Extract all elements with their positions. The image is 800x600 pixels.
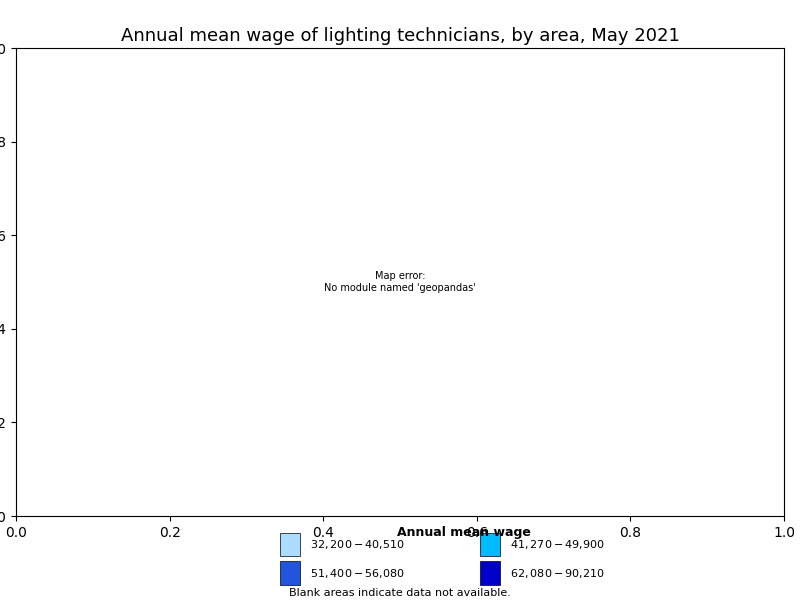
Text: Map error:
No module named 'geopandas': Map error: No module named 'geopandas' <box>324 271 476 293</box>
Bar <box>280 562 300 585</box>
Text: Annual mean wage of lighting technicians, by area, May 2021: Annual mean wage of lighting technicians… <box>121 27 679 45</box>
Bar <box>480 533 500 556</box>
Bar <box>480 562 500 585</box>
Text: $41,270 - $49,900: $41,270 - $49,900 <box>510 538 605 551</box>
Text: $32,200 - $40,510: $32,200 - $40,510 <box>310 538 405 551</box>
Text: $62,080 - $90,210: $62,080 - $90,210 <box>510 566 605 580</box>
Text: Annual mean wage: Annual mean wage <box>397 526 531 539</box>
Text: $51,400 - $56,080: $51,400 - $56,080 <box>310 566 405 580</box>
Bar <box>280 533 300 556</box>
Text: Blank areas indicate data not available.: Blank areas indicate data not available. <box>289 589 511 598</box>
